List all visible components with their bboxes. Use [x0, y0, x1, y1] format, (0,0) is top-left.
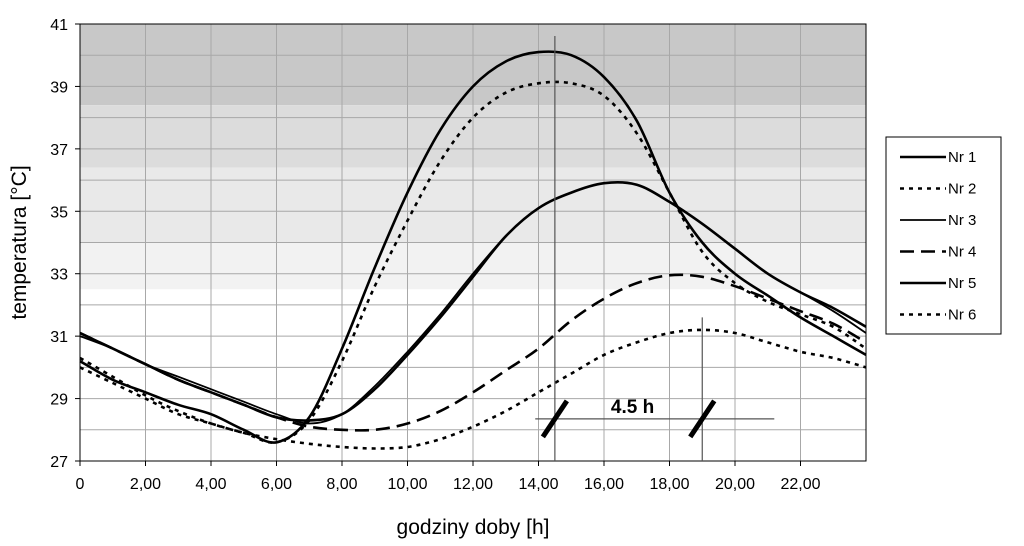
x-tick-label: 6,00	[261, 476, 292, 493]
y-tick-label: 39	[50, 79, 68, 96]
legend-label-1: Nr 1	[948, 149, 976, 166]
x-tick-label: 14,00	[518, 476, 558, 493]
x-tick-label: 22,00	[780, 476, 820, 493]
x-tick-label: 12,00	[453, 476, 493, 493]
x-tick-label: 18,00	[649, 476, 689, 493]
x-tick-label: 0	[76, 476, 85, 493]
x-axis-title: godziny doby [h]	[397, 516, 550, 539]
series-line-4	[79, 273, 867, 432]
annotation-label: 4.5 h	[611, 397, 654, 418]
x-tick-label: 20,00	[715, 476, 755, 493]
y-tick-label: 29	[50, 392, 68, 409]
series-line-2	[79, 80, 867, 444]
legend-label-4: Nr 4	[948, 244, 976, 261]
y-tick-label: 27	[50, 454, 68, 471]
annotation: 4.5 h	[535, 36, 775, 461]
series-lines	[79, 50, 867, 450]
y-axis-ticks: 27 29 31 33 35 37 39 41	[50, 17, 80, 471]
legend-label-6: Nr 6	[948, 307, 976, 324]
annotation-slash-1	[540, 399, 569, 439]
y-tick-label: 35	[50, 204, 68, 221]
x-tick-label: 8,00	[326, 476, 357, 493]
series-line-5	[79, 50, 867, 444]
legend-label-5: Nr 5	[948, 275, 976, 292]
y-tick-label: 33	[50, 267, 68, 284]
y-axis-title: temperatura [°C]	[8, 165, 31, 319]
y-tick-label: 41	[50, 17, 68, 34]
y-tick-label: 37	[50, 142, 68, 159]
x-axis-ticks: 0 2,00 4,00 6,00 8,00 10,00 12,00 14,00 16,00 18,…	[76, 461, 821, 493]
gridlines	[80, 24, 866, 461]
x-tick-label: 16,00	[584, 476, 624, 493]
series-line-3	[79, 181, 867, 425]
legend-label-3: Nr 3	[948, 212, 976, 229]
x-tick-label: 2,00	[130, 476, 161, 493]
annotation-slash-2	[688, 399, 717, 439]
legend: Nr 1 Nr 2 Nr 3 Nr 4 Nr 5 Nr 6	[885, 136, 1002, 335]
legend-box	[885, 136, 1002, 335]
x-tick-label: 4,00	[195, 476, 226, 493]
legend-label-2: Nr 2	[948, 181, 976, 198]
y-tick-label: 31	[50, 329, 68, 346]
x-tick-label: 10,00	[387, 476, 427, 493]
series-line-6	[79, 328, 867, 450]
